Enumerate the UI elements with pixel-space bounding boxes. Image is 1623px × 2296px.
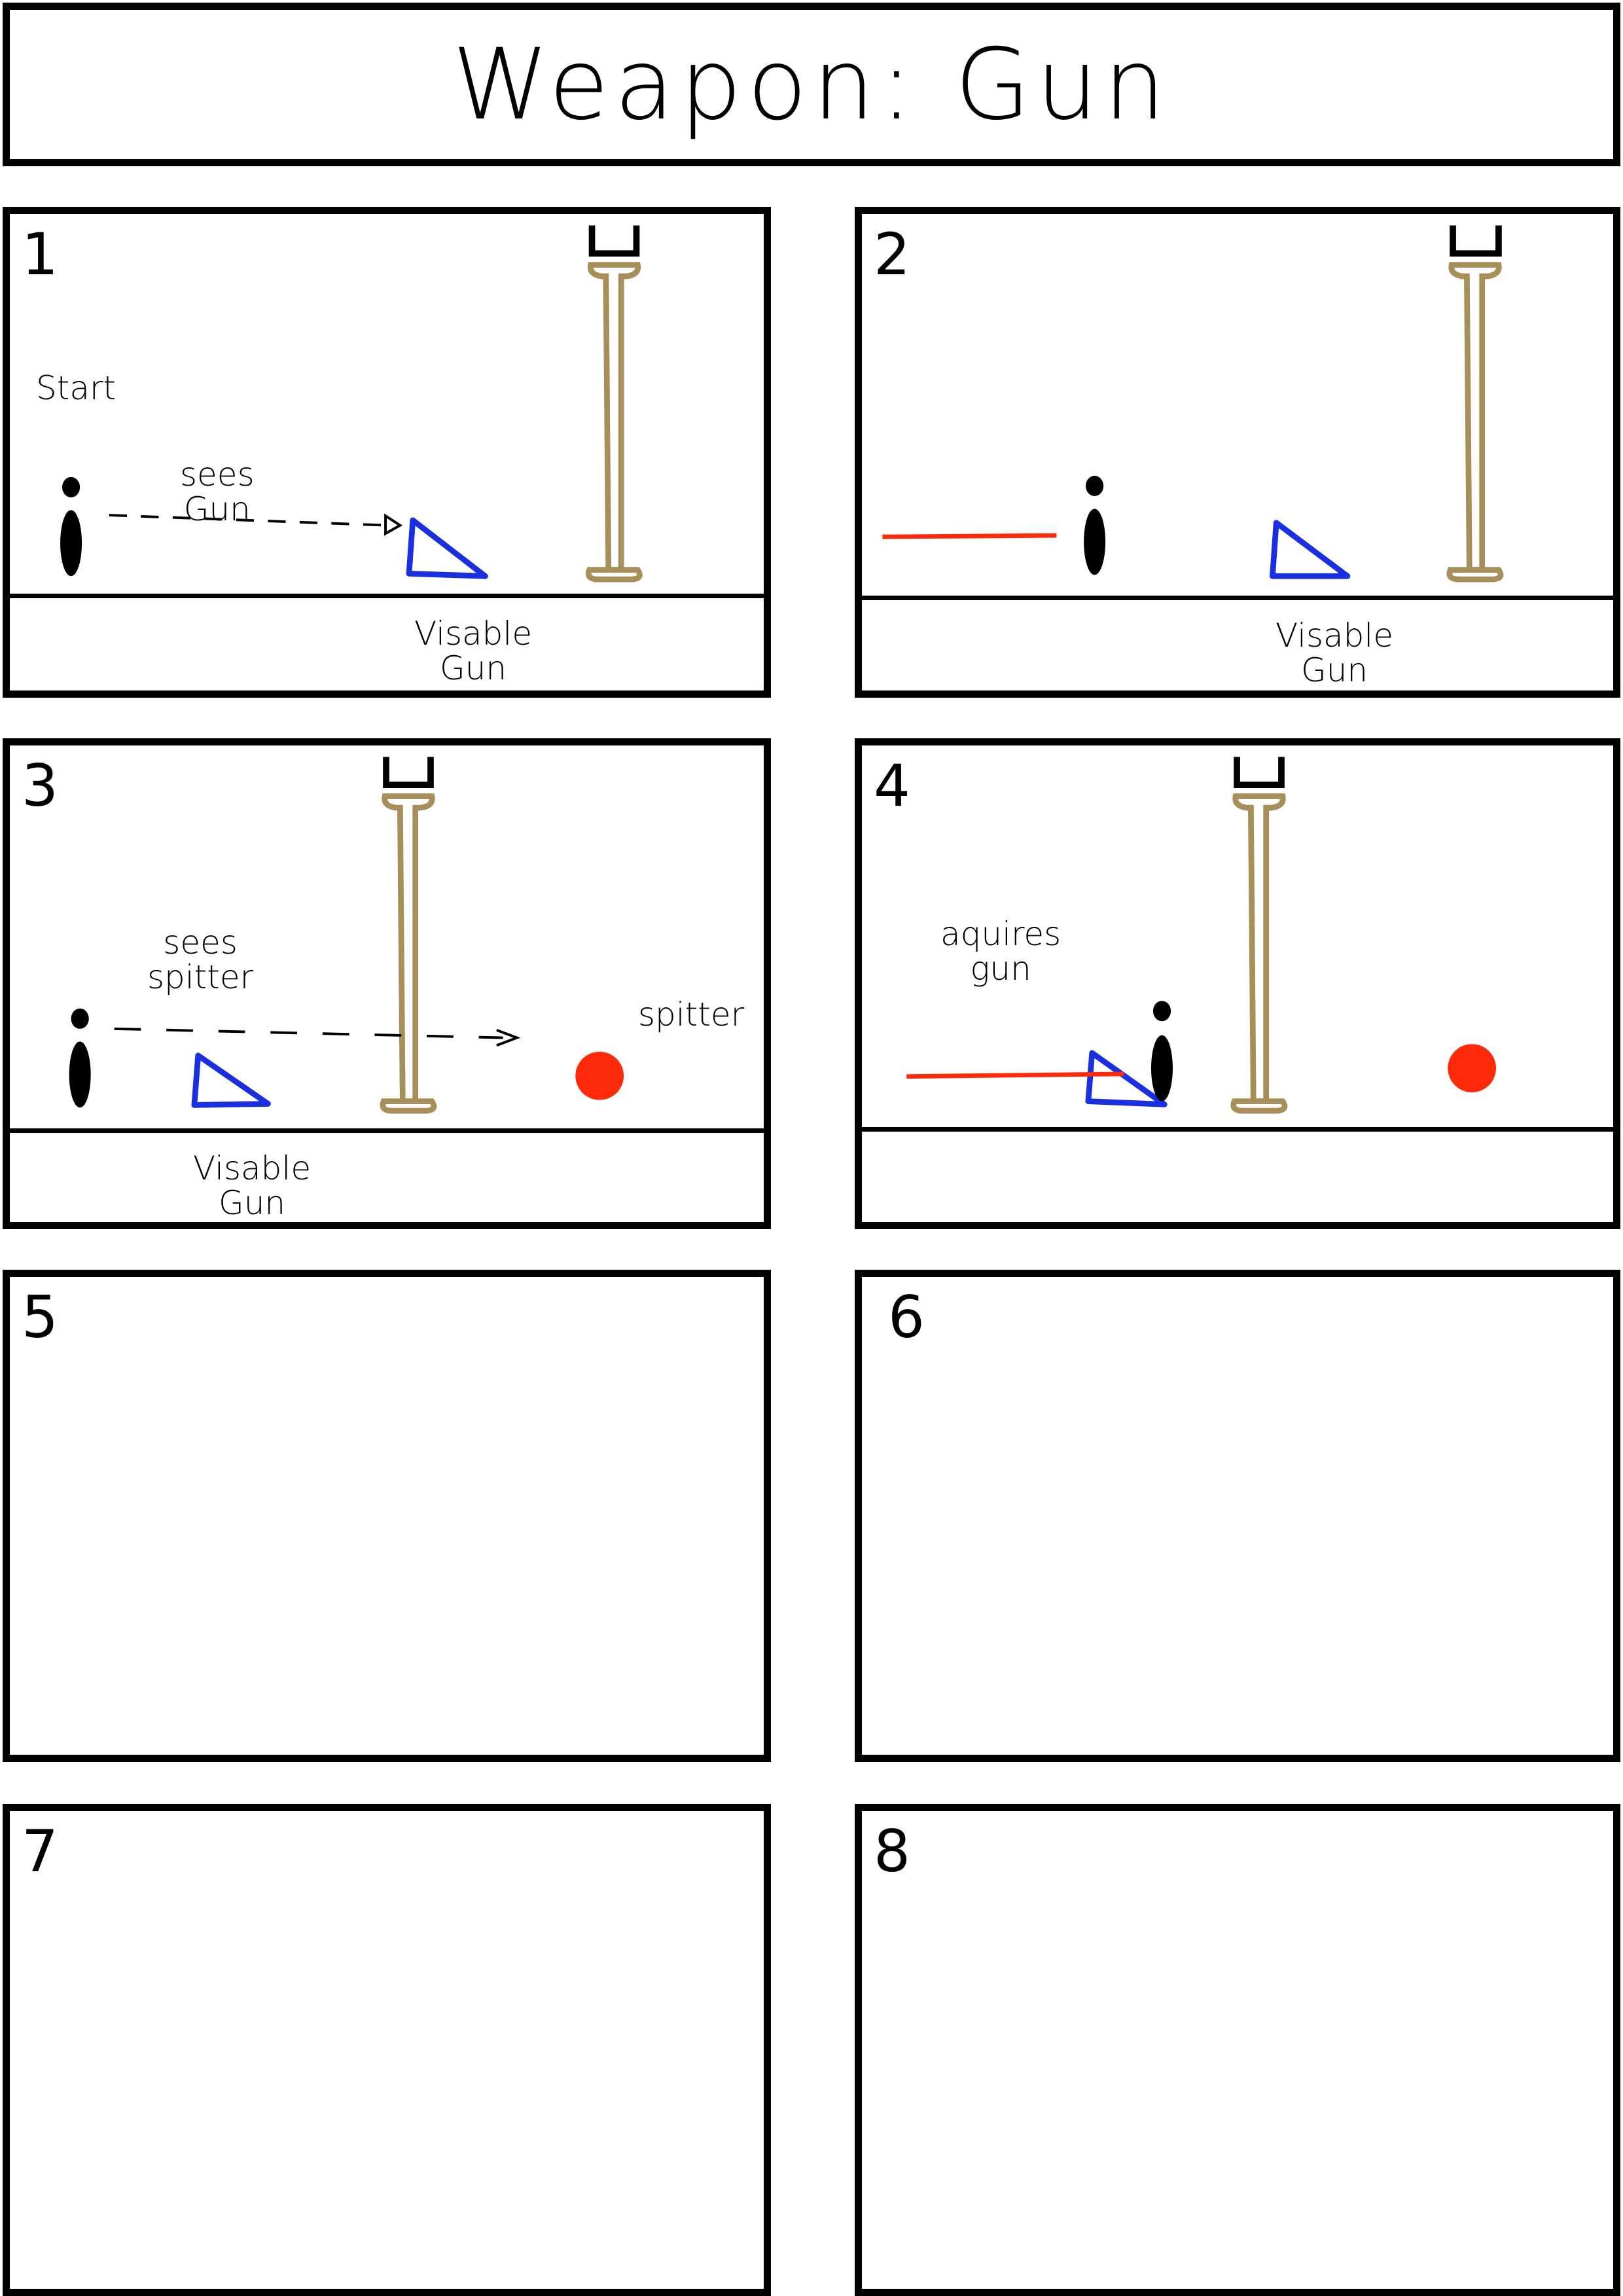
character-icon: [69, 1008, 91, 1108]
panel-8: 8: [855, 1804, 1620, 2296]
panel-3-scene: [69, 757, 624, 1114]
panel-number: 8: [874, 1818, 910, 1885]
character-icon: [1150, 1001, 1173, 1102]
ground-line: [862, 596, 1613, 600]
pillar-icon: [380, 757, 437, 1114]
visable-gun-label: Visable Gun: [414, 615, 533, 687]
panel-5: 5: [3, 1270, 771, 1762]
panel-1: 1 Start sees Gun Visable Gun: [3, 207, 771, 698]
panel-2: 2 Visable Gun: [855, 207, 1620, 698]
character-icon: [1084, 475, 1106, 575]
panel-6: 6: [855, 1270, 1620, 1762]
spitter-label: spitter: [638, 996, 745, 1033]
ground-line: [10, 1128, 764, 1133]
pillar-icon: [585, 225, 643, 583]
panel-4-scene: [906, 757, 1497, 1114]
aquires-gun-label: aquires gun: [940, 915, 1061, 988]
start-label: Start: [36, 369, 116, 407]
gun-triangle-icon: [1085, 1050, 1168, 1107]
spitter-icon: [575, 1051, 624, 1100]
laser-line: [882, 533, 1057, 539]
dashed-arrow: [114, 1027, 521, 1047]
pillar-icon: [1446, 225, 1504, 583]
panel-2-scene: [882, 225, 1504, 583]
panel-number: 6: [888, 1283, 925, 1351]
panel-3: 3 sees spitter spitter Visable Gun: [3, 738, 771, 1229]
page-title: Weapon: Gun: [452, 28, 1171, 142]
laser-line: [906, 1071, 1124, 1079]
ground-line: [10, 594, 764, 598]
panel-7: 7: [3, 1804, 771, 2296]
title-box: Weapon: Gun: [3, 3, 1620, 166]
panel-number: 5: [22, 1283, 58, 1351]
panel-4: 4 aquires gun: [855, 738, 1620, 1229]
panel-number: 2: [874, 221, 910, 288]
visable-gun-label: Visable Gun: [1275, 617, 1394, 689]
gun-triangle-icon: [1270, 520, 1351, 579]
dashed-arrow: [109, 513, 403, 536]
spitter-icon: [1448, 1044, 1497, 1092]
sees-spitter-label: sees spitter: [147, 924, 254, 996]
sees-gun-label: sees Gun: [180, 456, 255, 528]
gun-triangle-icon: [406, 517, 488, 579]
character-icon: [60, 476, 82, 577]
ground-line: [862, 1127, 1613, 1132]
panel-1-scene: [60, 225, 643, 583]
panel-number: 7: [22, 1818, 58, 1885]
panel-number: 4: [874, 752, 910, 819]
panel-number: 3: [22, 752, 58, 819]
panel-number: 1: [22, 221, 58, 288]
pillar-icon: [1230, 757, 1288, 1114]
gun-triangle-icon: [191, 1052, 271, 1108]
visable-gun-label: Visable Gun: [193, 1149, 312, 1222]
